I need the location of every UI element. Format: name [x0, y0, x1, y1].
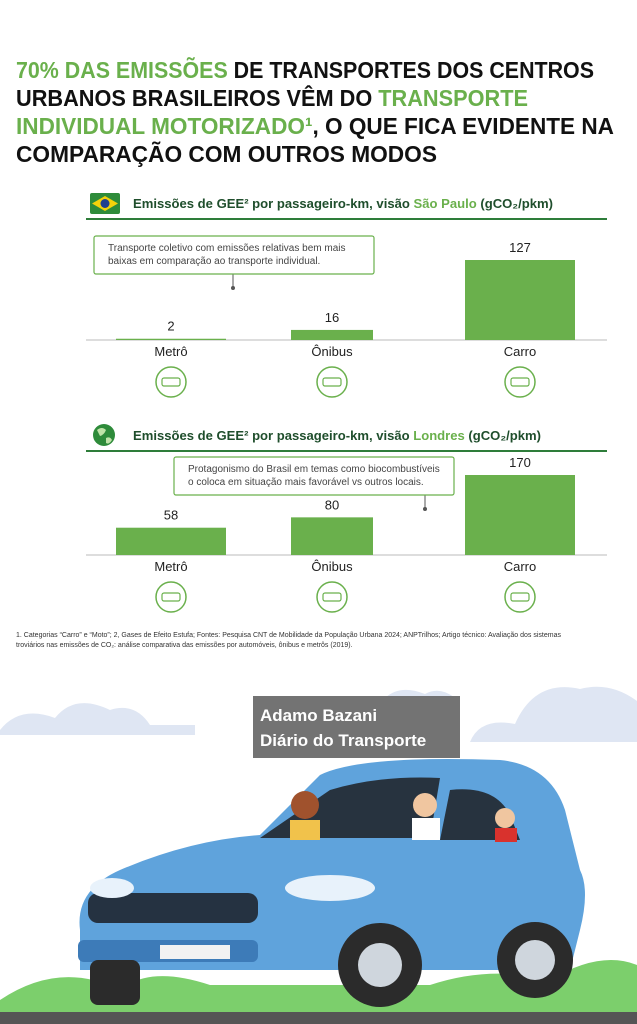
mode-glyph [322, 377, 342, 387]
headline-segment: COMPARAÇÃO COM OUTROS MODOS [16, 140, 437, 167]
headline-line: 70% DAS EMISSÕES DE TRANSPORTES DOS CENT… [16, 56, 594, 83]
headline-segment: URBANOS BRASILEIROS VÊM DO [16, 84, 378, 111]
mode-icon [316, 581, 348, 613]
annotation-box [93, 235, 375, 275]
annotation-box [173, 456, 455, 496]
chart-title-part: Londres [413, 428, 465, 443]
globe-icon [93, 424, 115, 446]
headline-line: INDIVIDUAL MOTORIZADO¹, O QUE FICA EVIDE… [16, 113, 614, 139]
mode-glyph [161, 377, 181, 387]
headline-line: URBANOS BRASILEIROS VÊM DO TRANSPORTE [16, 84, 528, 111]
credit: Adamo Bazani [260, 706, 377, 725]
category-label: Metrô [154, 344, 187, 359]
annotation-text: baixas em comparação ao transporte indiv… [108, 256, 320, 267]
footnote: 1. Categorias “Carro” e “Moto”; 2, Gases… [16, 632, 561, 639]
chart-title: Emissões de GEE² por passageiro-km, visã… [133, 428, 541, 443]
chart-title: Emissões de GEE² por passageiro-km, visã… [133, 196, 553, 211]
mode-glyph [161, 592, 181, 602]
category-label: Ônibus [311, 559, 353, 574]
brazil-flag [90, 193, 120, 214]
mode-icon [504, 581, 536, 613]
annotation-text: o coloca em situação mais favorável vs o… [188, 477, 424, 488]
mode-icon [155, 581, 187, 613]
annotation-text: Transporte coletivo com emissões relativ… [108, 243, 346, 254]
headline-line: COMPARAÇÃO COM OUTROS MODOS [16, 140, 437, 167]
mode-glyph [322, 592, 342, 602]
value-label: 127 [509, 240, 531, 255]
annotation-dot [423, 507, 427, 511]
credit: Diário do Transporte [260, 731, 426, 750]
category-label: Metrô [154, 559, 187, 574]
mode-icon [155, 366, 187, 398]
category-label: Carro [504, 559, 537, 574]
mode-icon [316, 366, 348, 398]
annotation-text: Protagonismo do Brasil em temas como bio… [188, 464, 440, 475]
value-label: 58 [164, 508, 178, 523]
value-label: 170 [509, 455, 531, 470]
mode-glyph [510, 592, 530, 602]
mode-icon [504, 366, 536, 398]
footnote: troviários nas emissões de CO₂: análise … [16, 642, 353, 649]
headline-segment: DE TRANSPORTES DOS CENTROS [228, 57, 594, 83]
category-label: Ônibus [311, 344, 353, 359]
bar [116, 338, 226, 340]
bar [291, 329, 373, 340]
headline-segment: TRANSPORTE [378, 85, 528, 111]
annotation-dot [231, 286, 235, 290]
headline-segment: INDIVIDUAL MOTORIZADO¹ [16, 113, 312, 139]
bar [465, 475, 575, 555]
value-label: 16 [325, 310, 339, 325]
value-label: 80 [325, 497, 339, 512]
bar [116, 527, 226, 555]
chart-title-part: (gCO₂/pkm) [465, 428, 541, 443]
chart-title-part: São Paulo [413, 196, 476, 211]
chart-title-part: (gCO₂/pkm) [477, 196, 553, 211]
headline-segment: , O QUE FICA EVIDENTE NA [312, 113, 614, 139]
bar [465, 260, 575, 340]
bar [291, 517, 373, 555]
headline-segment: 70% DAS EMISSÕES [16, 56, 228, 83]
value-label: 2 [167, 319, 174, 334]
mode-glyph [510, 377, 530, 387]
illustration [0, 686, 637, 1024]
category-label: Carro [504, 344, 537, 359]
chart-title-part: Emissões de GEE² por passageiro-km, visã… [133, 196, 413, 211]
chart-title-part: Emissões de GEE² por passageiro-km, visã… [133, 428, 413, 443]
